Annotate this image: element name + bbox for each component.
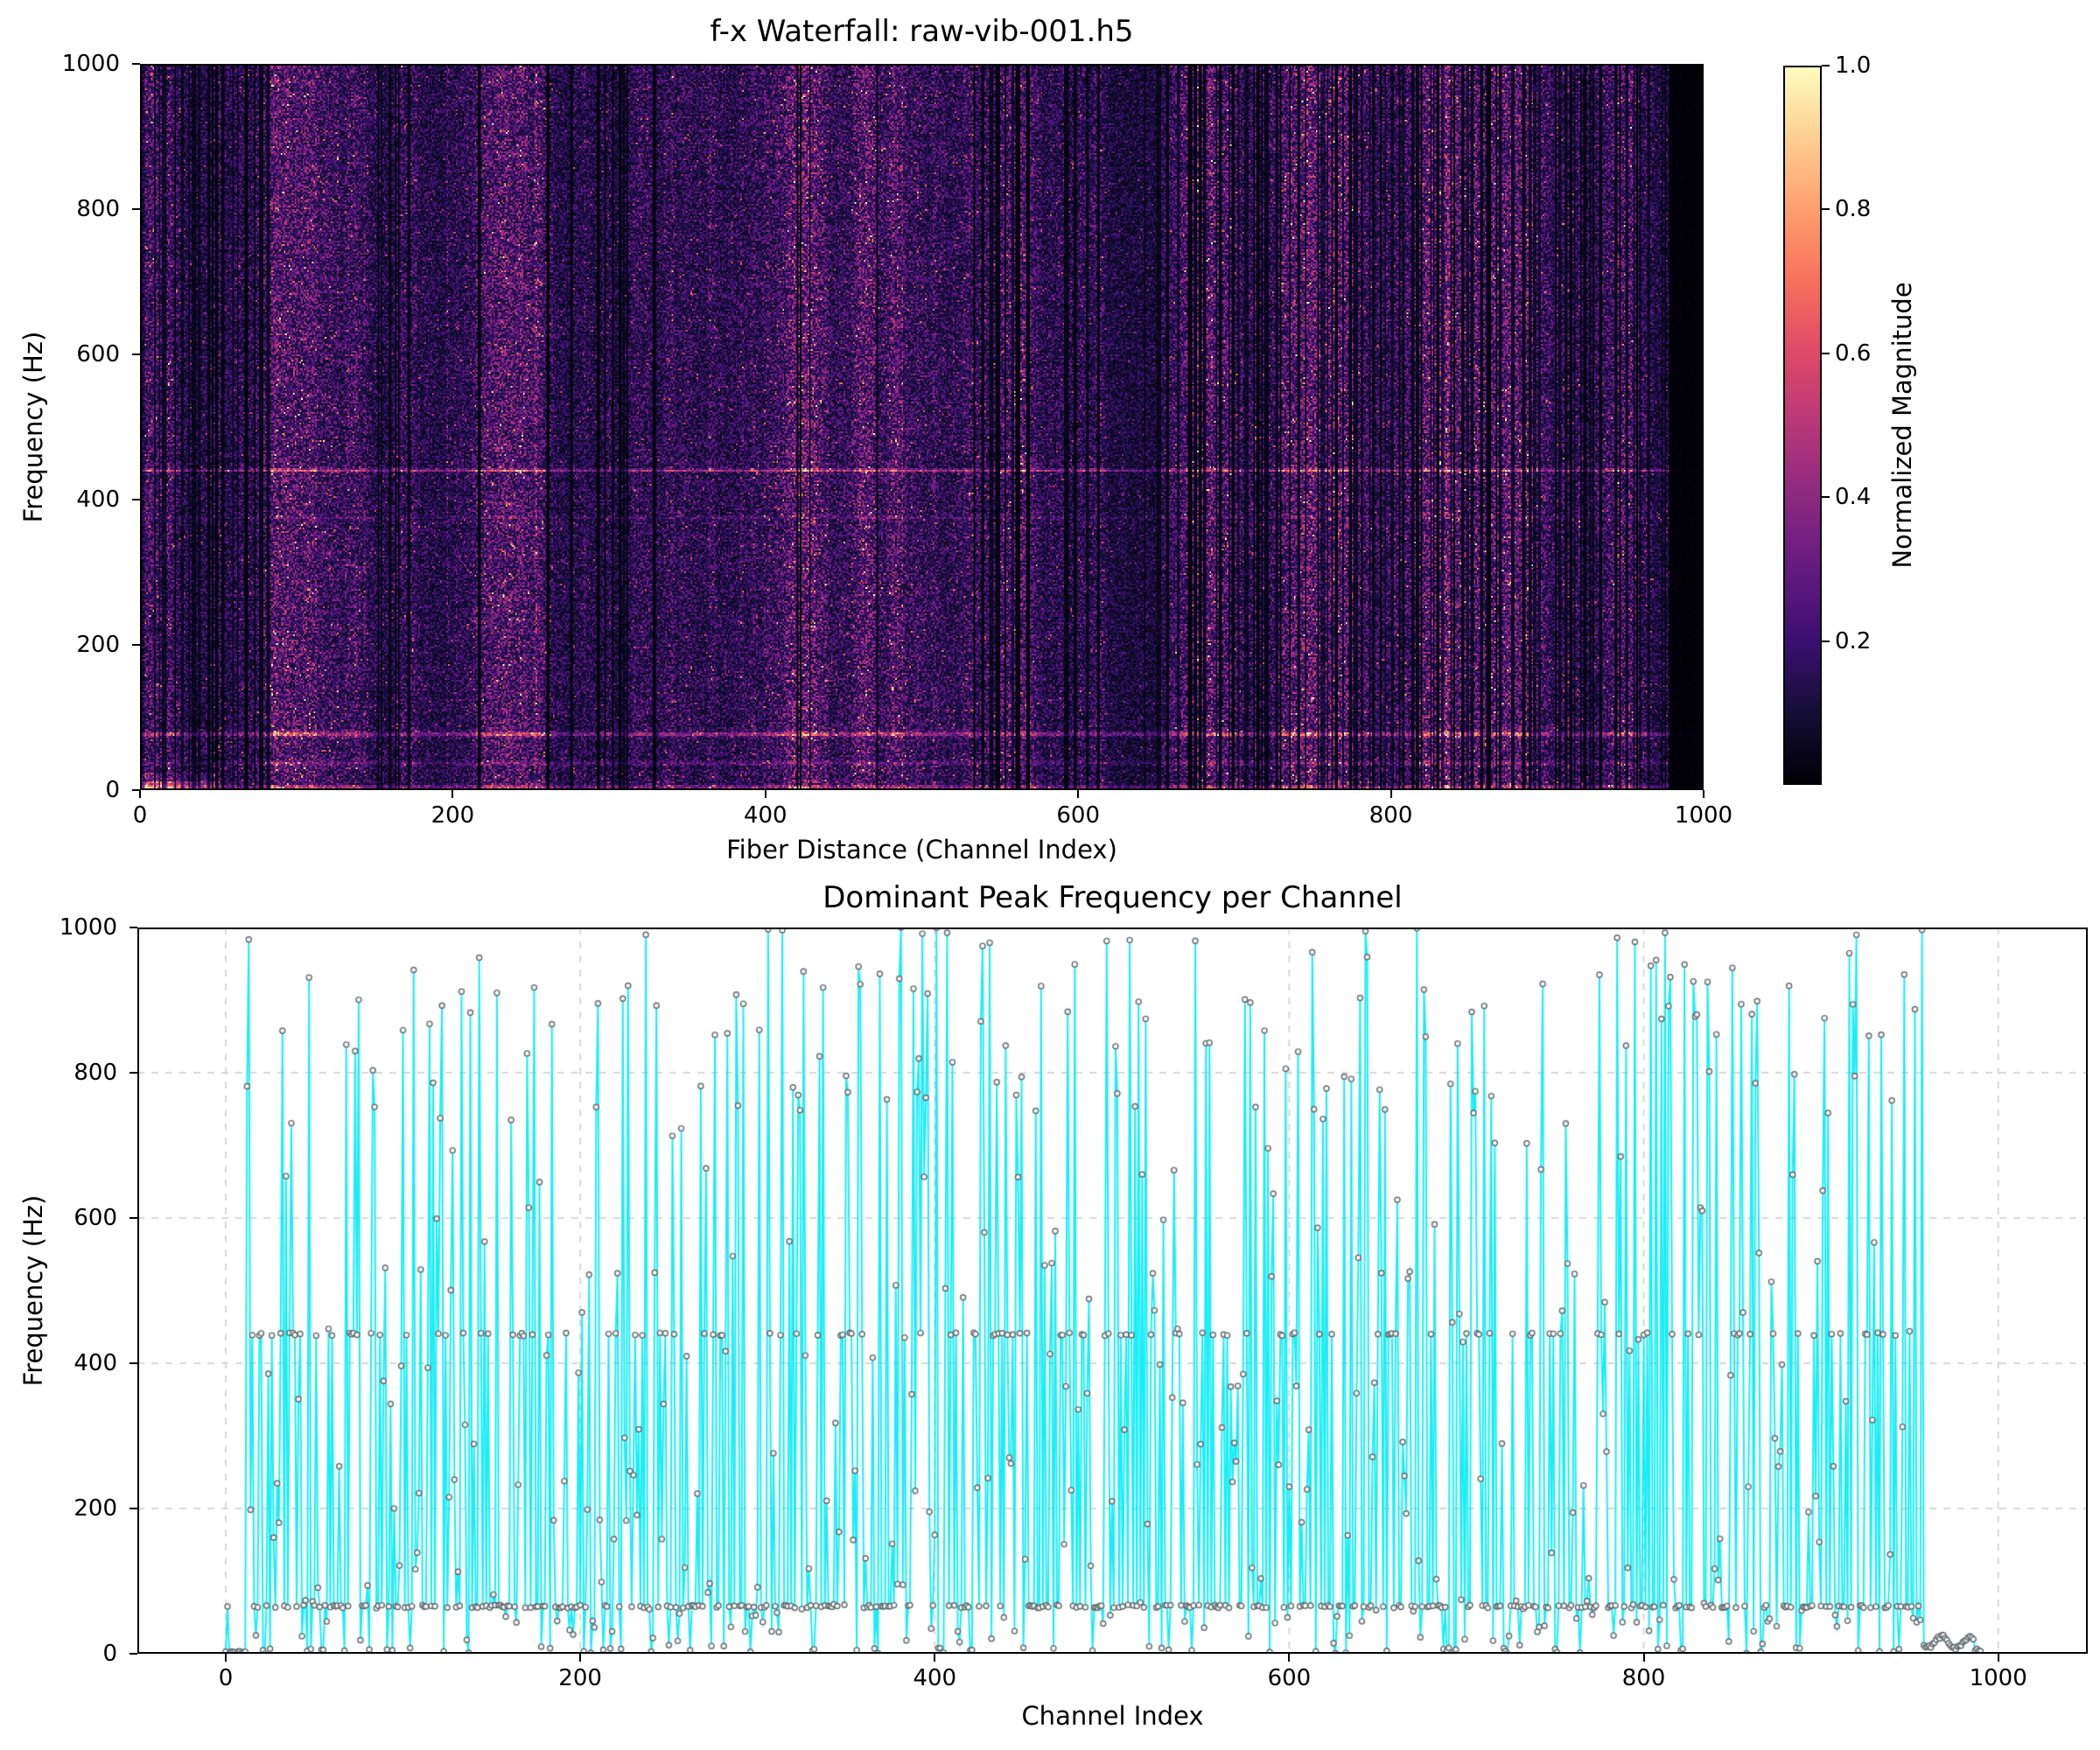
tick-mark (132, 499, 140, 500)
tick-mark (130, 1508, 137, 1509)
peaks-x-tick-label: 600 (1267, 1665, 1312, 1691)
waterfall-y-tick-label: 1000 (61, 51, 120, 77)
peaks-x-tick-label: 800 (1621, 1665, 1666, 1691)
waterfall-x-tick-label: 600 (1056, 802, 1100, 829)
peaks-x-tick-label: 1000 (1969, 1665, 2027, 1691)
peaks-line-chart (137, 928, 2088, 1654)
peaks-y-tick-label: 400 (74, 1350, 117, 1376)
tick-mark (1997, 1654, 1999, 1662)
tick-mark (1822, 208, 1830, 211)
tick-mark (1390, 790, 1392, 798)
peaks-x-tick-label: 0 (218, 1665, 234, 1691)
colorbar-tick-label: 0.6 (1835, 340, 1872, 367)
tick-mark (130, 1217, 137, 1219)
tick-mark (579, 1654, 582, 1662)
waterfall-x-tick-label: 0 (132, 802, 148, 829)
waterfall-x-tick-label: 800 (1368, 802, 1413, 829)
peaks-x-tick-label: 400 (913, 1665, 957, 1691)
waterfall-heatmap (140, 64, 1704, 790)
peaks-y-tick-label: 800 (74, 1060, 117, 1086)
waterfall-y-tick-label: 800 (76, 196, 120, 222)
peaks-y-tick-label: 0 (102, 1641, 117, 1667)
waterfall-y-tick-label: 600 (76, 341, 120, 368)
tick-mark (1288, 1654, 1291, 1662)
tick-mark (139, 790, 141, 798)
tick-mark (130, 1362, 137, 1364)
tick-mark (452, 790, 454, 798)
tick-mark (132, 644, 140, 646)
peaks-yaxis-label: Frequency (Hz) (18, 1194, 48, 1387)
peaks-x-tick-label: 200 (558, 1665, 602, 1691)
tick-mark (132, 354, 140, 355)
waterfall-x-tick-label: 1000 (1674, 802, 1733, 829)
tick-mark (1642, 1654, 1645, 1662)
tick-mark (132, 789, 140, 791)
colorbar-gradient (1783, 66, 1822, 785)
waterfall-x-tick-label: 200 (430, 802, 475, 829)
waterfall-y-tick-label: 400 (76, 486, 120, 513)
tick-mark (132, 63, 140, 65)
tick-mark (1703, 790, 1704, 798)
tick-mark (130, 1653, 137, 1655)
waterfall-y-tick-label: 0 (105, 777, 120, 803)
waterfall-y-tick-label: 200 (76, 632, 120, 658)
waterfall-title: f-x Waterfall: raw-vib-001.h5 (710, 14, 1134, 49)
tick-mark (1077, 790, 1080, 798)
tick-mark (764, 790, 766, 798)
tick-mark (132, 208, 140, 210)
tick-mark (1822, 640, 1830, 642)
peaks-y-tick-label: 1000 (59, 914, 117, 941)
colorbar-tick-label: 0.2 (1835, 627, 1872, 654)
waterfall-xaxis-label: Fiber Distance (Channel Index) (726, 835, 1117, 864)
peaks-y-tick-label: 200 (74, 1495, 117, 1522)
tick-mark (1822, 352, 1830, 354)
colorbar-tick-label: 0.8 (1835, 196, 1872, 223)
colorbar-label: Normalized Magnitude (1887, 282, 1917, 569)
waterfall-yaxis-label: Frequency (Hz) (18, 331, 48, 523)
colorbar-tick-label: 0.4 (1835, 484, 1872, 511)
colorbar-tick-label: 1.0 (1835, 52, 1872, 79)
tick-mark (1822, 65, 1830, 66)
peaks-xaxis-label: Channel Index (1021, 1701, 1204, 1731)
peaks-y-tick-label: 600 (74, 1205, 117, 1231)
waterfall-x-tick-label: 400 (743, 802, 788, 829)
peaks-title: Dominant Peak Frequency per Channel (822, 880, 1403, 915)
tick-mark (130, 927, 137, 928)
tick-mark (1822, 496, 1830, 499)
tick-mark (225, 1654, 227, 1662)
tick-mark (130, 1072, 137, 1074)
tick-mark (934, 1654, 936, 1662)
